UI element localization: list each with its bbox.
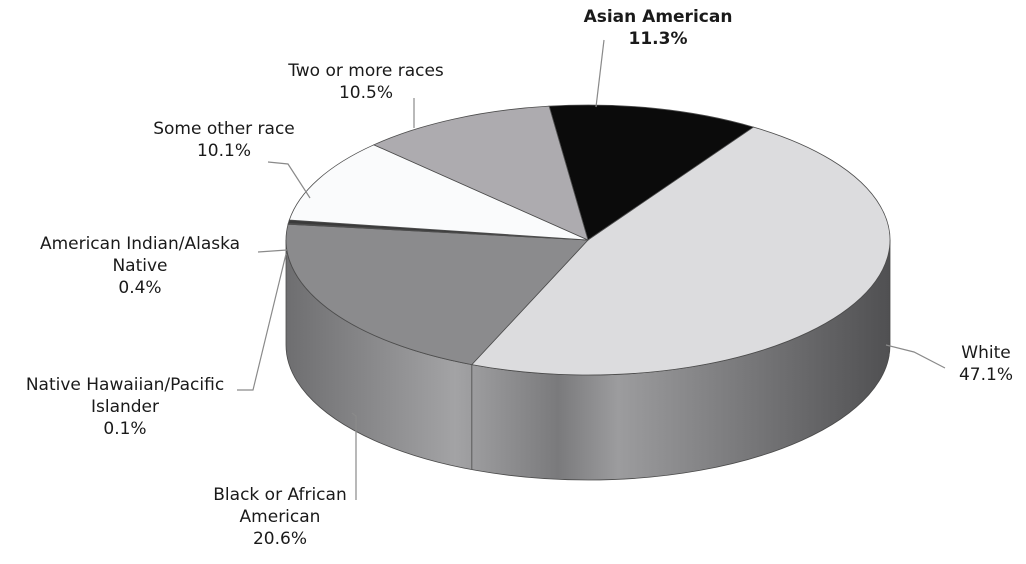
slice-label-3: Black or African American 20.6%: [213, 485, 346, 549]
leader-line-6: [267, 161, 311, 199]
leader-lines: [237, 39, 946, 500]
slice-label-6: Some other race 10.1%: [153, 119, 295, 161]
slice-label-5: American Indian/Alaska Native 0.4%: [40, 234, 240, 298]
leader-line-4: [237, 253, 287, 391]
pie-slice-black-or-african-american: [285, 223, 589, 366]
slice-label-1: Asian American 11.3%: [584, 7, 733, 49]
pie-slice-two-or-more-races: [372, 105, 589, 241]
leader-line-1: [595, 39, 605, 108]
pie-slice-white: [471, 126, 891, 376]
slice-label-2: White 47.1%: [959, 343, 1013, 385]
slice-label-7: Two or more races 10.5%: [287, 61, 444, 103]
pie-slice-asian-american: [548, 104, 755, 241]
pie-top-face: [285, 104, 891, 376]
slice-labels: Asian American 11.3% White 47.1% Black or Af…: [26, 7, 1013, 549]
slice-label-4: Native Hawaiian/Pacific Islander 0.1%: [26, 375, 224, 439]
leader-line-3: [351, 412, 357, 500]
leader-line-5: [257, 249, 288, 253]
pie-slice-some-other-race: [288, 144, 589, 241]
leader-line-2: [885, 344, 946, 369]
